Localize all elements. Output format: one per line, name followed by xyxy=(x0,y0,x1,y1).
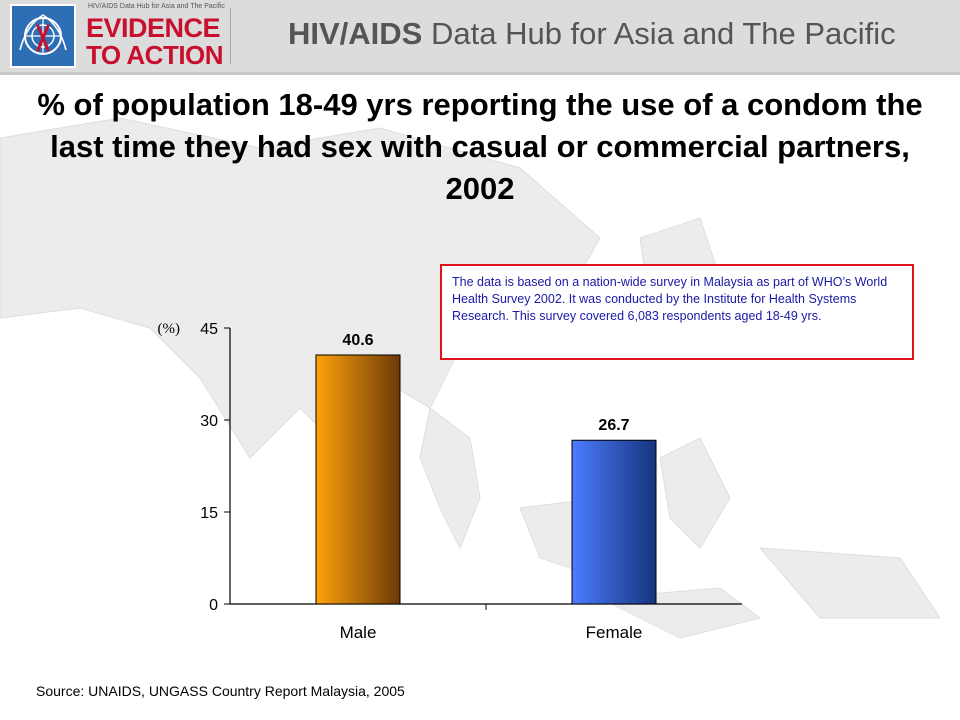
x-tick-label-male: Male xyxy=(340,623,377,642)
source-citation: Source: UNAIDS, UNGASS Country Report Ma… xyxy=(36,683,405,699)
logo-divider xyxy=(230,8,231,64)
logo-word-evidence: EVIDENCE xyxy=(86,13,221,43)
y-axis-label: (%) xyxy=(158,321,181,337)
bar-female xyxy=(571,439,657,605)
data-label-male: 40.6 xyxy=(342,332,373,349)
evidence-to-action-logo: HIV/AIDS Data Hub for Asia and The Pacif… xyxy=(82,2,225,70)
y-tick-label: 45 xyxy=(200,321,218,338)
y-tick-label: 15 xyxy=(200,505,218,522)
un-emblem-icon xyxy=(10,4,76,68)
slide-title: % of population 18-49 yrs reporting the … xyxy=(37,87,923,206)
site-title: HIV/AIDS Data Hub for Asia and The Pacif… xyxy=(288,16,896,52)
header-bar xyxy=(0,0,960,72)
labels: 40.6 Male 26.7 Female xyxy=(340,332,643,642)
y-axis: 0 15 30 45 (%) xyxy=(158,321,742,614)
header-divider xyxy=(0,72,960,75)
logo-word-to-action: TO ACTION xyxy=(86,40,224,70)
y-tick-label: 0 xyxy=(209,597,218,614)
x-tick-label-female: Female xyxy=(586,623,643,642)
site-title-rest: Data Hub for Asia and The Pacific xyxy=(422,16,896,51)
logo-tagline: HIV/AIDS Data Hub for Asia and The Pacif… xyxy=(88,3,225,10)
bars xyxy=(315,354,657,605)
data-label-female: 26.7 xyxy=(598,417,629,434)
y-tick-label: 30 xyxy=(200,413,218,430)
survey-note-box: The data is based on a nation-wide surve… xyxy=(440,264,914,360)
bar-male xyxy=(315,354,401,605)
site-title-bold: HIV/AIDS xyxy=(288,16,423,51)
survey-note-text: The data is based on a nation-wide surve… xyxy=(452,275,888,323)
